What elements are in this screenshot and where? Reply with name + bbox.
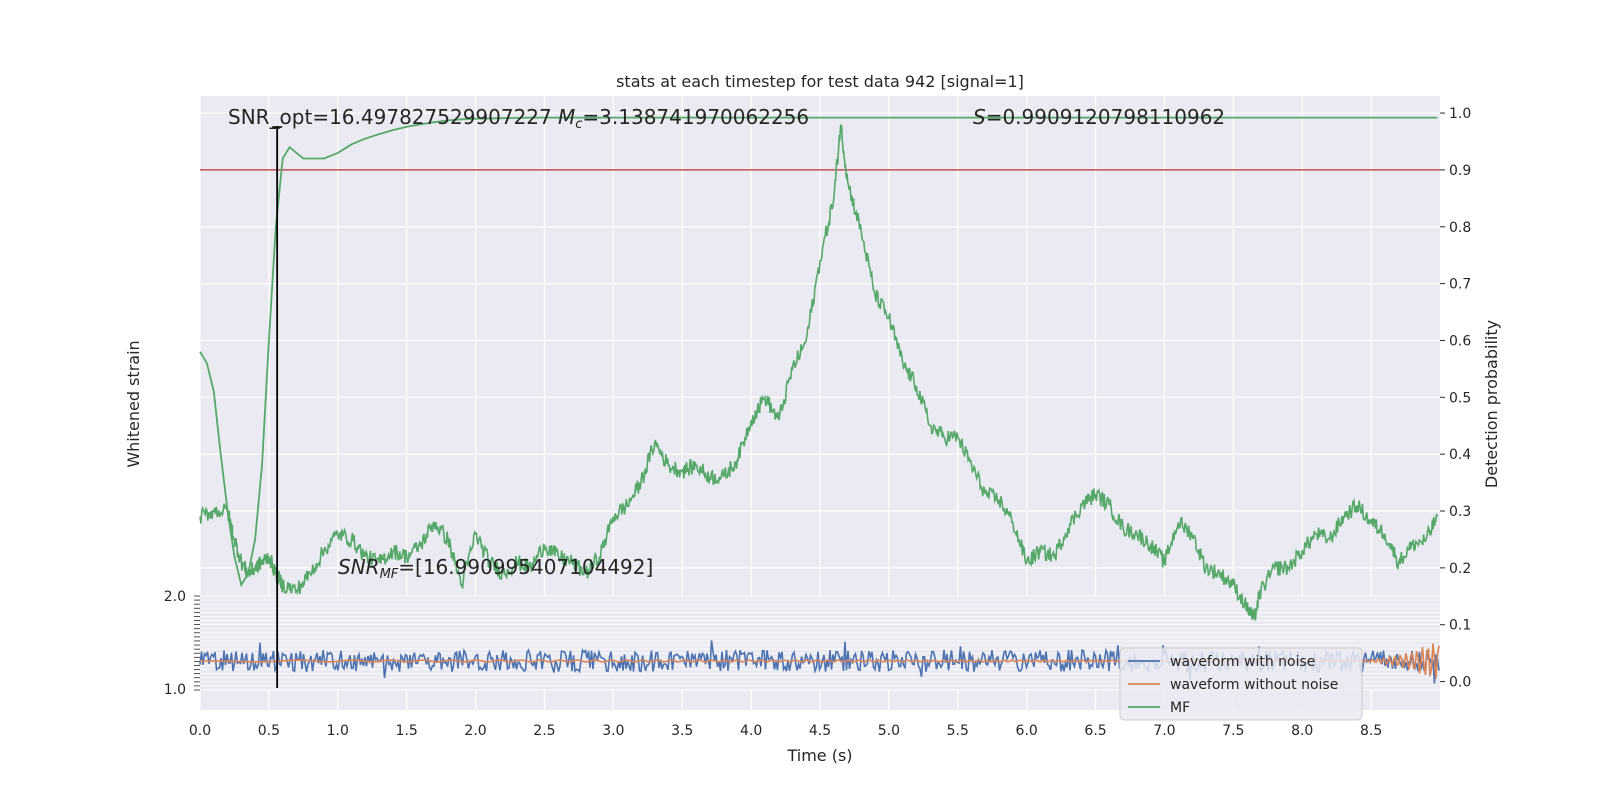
- legend: waveform with noise waveform without noi…: [1119, 647, 1363, 721]
- chart-title: stats at each timestep for test data 942…: [616, 72, 1024, 91]
- y-right-tick-label: 0.0: [1449, 675, 1471, 691]
- x-tick-label: 3.5: [671, 723, 693, 739]
- main-axes: 2.0 1.0: [164, 96, 1440, 710]
- detection-probability-line: [199, 124, 1438, 622]
- x-tick-label: 4.0: [740, 723, 762, 739]
- legend-label-mf: MF: [1170, 700, 1190, 716]
- y-right-tick-label: 0.3: [1449, 504, 1471, 520]
- chirp-mass-annotation: Mc=3.138741970062256: [558, 105, 809, 132]
- x-tick-label: 1.5: [396, 723, 418, 739]
- stat-s-value: =0.9909120798110962: [986, 105, 1225, 129]
- snr-mf-value: =[16.990995407104492]: [398, 555, 653, 579]
- y-right-tick-label: 0.9: [1449, 163, 1471, 179]
- y-right-tick-label: 0.8: [1449, 220, 1471, 236]
- x-tick-label: 7.0: [1153, 723, 1175, 739]
- stat-s-annotation: S=0.9909120798110962: [973, 105, 1225, 129]
- x-tick-label: 0.5: [258, 723, 280, 739]
- y-right-tick-labels: 0.0 0.1 0.2 0.3 0.4 0.5 0.6 0.7 0.8 0.9 1.0: [1440, 106, 1471, 691]
- y-right-tick-label: 0.7: [1449, 277, 1471, 293]
- x-tick-label: 1.0: [327, 723, 349, 739]
- right-axis-label: Detection probability: [1482, 320, 1501, 488]
- chirp-mass-subscript: c: [575, 117, 582, 132]
- y-right-tick-label: 1.0: [1449, 106, 1471, 122]
- x-tick-label: 8.0: [1291, 723, 1313, 739]
- chirp-mass-value: =3.138741970062256: [582, 105, 809, 129]
- x-tick-label: 4.5: [809, 723, 831, 739]
- x-tick-labels: 0.0 0.5 1.0 1.5 2.0 2.5 3.0 3.5 4.0 4.5 5.0 5.5 6.0 6…: [189, 723, 1382, 739]
- x-tick-label: 2.5: [533, 723, 555, 739]
- x-tick-label: 6.5: [1084, 723, 1106, 739]
- y-right-tick-label: 0.4: [1449, 447, 1471, 463]
- legend-label-clean: waveform without noise: [1170, 677, 1338, 693]
- x-tick-label: 6.0: [1016, 723, 1038, 739]
- left-tick-label-bottom: 1.0: [164, 682, 186, 698]
- legend-label-noise: waveform with noise: [1170, 654, 1315, 670]
- y-right-tick-label: 0.5: [1449, 390, 1471, 406]
- x-tick-label: 7.5: [1222, 723, 1244, 739]
- series-layer: [199, 116, 1440, 688]
- x-tick-label: 2.0: [464, 723, 486, 739]
- mf-line: [199, 116, 1438, 588]
- legend-frame: [1119, 647, 1363, 721]
- snr-opt-annotation: SNR_opt=16.497827529907227: [228, 105, 552, 129]
- x-tick-label: 5.5: [947, 723, 969, 739]
- y-right-tick-label: 0.2: [1449, 561, 1471, 577]
- left-tick-label-top: 2.0: [164, 589, 186, 605]
- x-tick-label: 0.0: [189, 723, 211, 739]
- snr-mf-subscript: MF: [380, 567, 399, 582]
- stat-s-symbol: S: [973, 105, 986, 129]
- x-tick-label: 8.5: [1360, 723, 1382, 739]
- y-right-tick-label: 0.6: [1449, 333, 1471, 349]
- y-right-tick-label: 0.1: [1449, 618, 1471, 634]
- x-axis-label: Time (s): [786, 746, 852, 765]
- left-axis-label: Whitened strain: [124, 340, 143, 467]
- x-tick-label: 3.0: [602, 723, 624, 739]
- chirp-mass-symbol: M: [558, 105, 575, 129]
- snr-mf-annotation: SNRMF=[16.990995407104492]: [338, 555, 653, 582]
- snr-mf-symbol: SNR: [338, 555, 380, 579]
- x-tick-label: 5.0: [878, 723, 900, 739]
